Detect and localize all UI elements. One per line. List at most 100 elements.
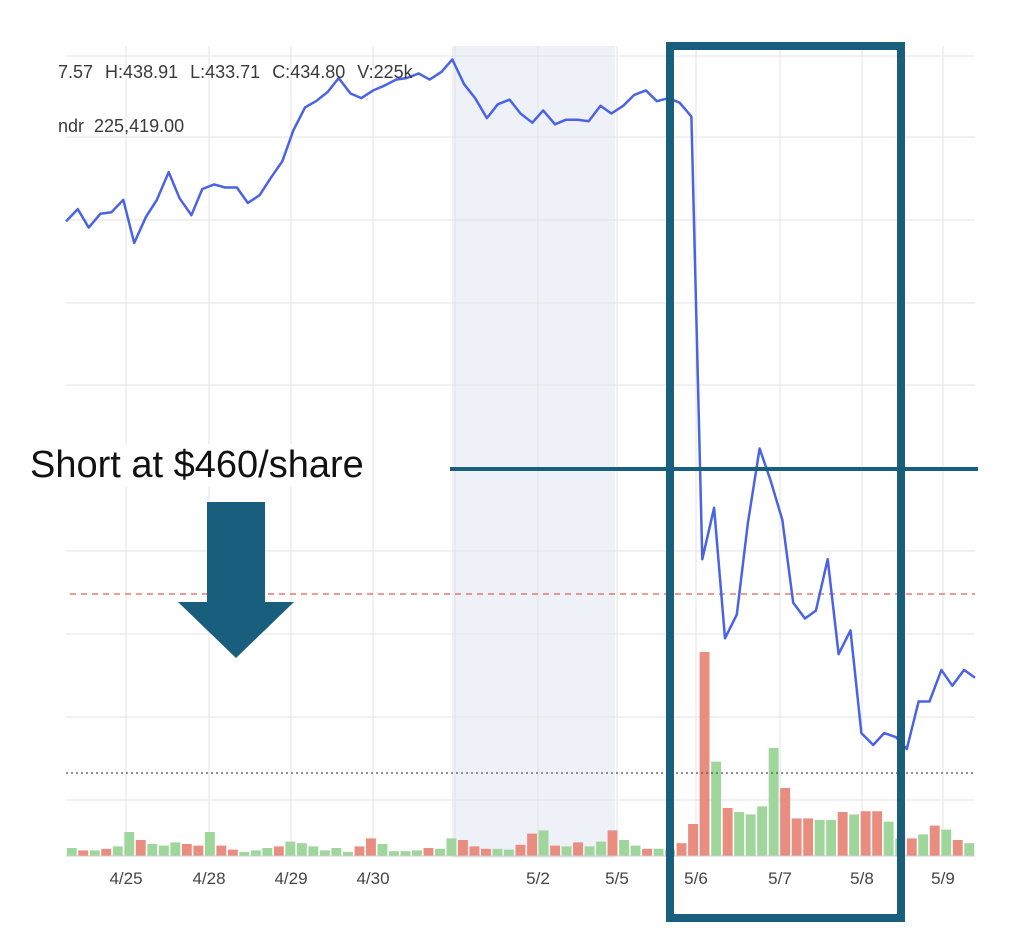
volume-bar	[630, 845, 641, 856]
volume-bar	[285, 841, 296, 856]
volume-bar	[699, 652, 710, 856]
volume-bar	[319, 850, 330, 856]
volume-bar	[941, 829, 952, 856]
volume-bar	[296, 843, 307, 856]
x-tick-label: 5/7	[768, 869, 792, 888]
x-tick-label: 5/9	[931, 869, 955, 888]
price-series-line	[65, 58, 976, 751]
volume-bar	[929, 825, 940, 856]
volume-bar	[124, 832, 135, 856]
volume-bar	[435, 848, 445, 856]
volume-bar	[216, 845, 227, 856]
x-tick-label: 5/2	[526, 869, 550, 888]
open-value: 7.57	[58, 62, 94, 82]
volume-bar	[734, 812, 745, 856]
volume-readout: ndr 225,419.00	[58, 116, 184, 137]
volume-bar	[561, 846, 572, 856]
x-tick-label: 4/25	[109, 869, 142, 888]
volume-bar	[860, 811, 871, 856]
volume-bar	[458, 840, 468, 856]
volume-bar	[204, 832, 215, 856]
down-arrow-icon	[178, 502, 294, 658]
volume-bar	[273, 846, 284, 856]
volume-bar	[584, 846, 595, 856]
volume-bar	[181, 844, 192, 856]
volume-bar	[722, 808, 733, 856]
volume-bar	[550, 845, 560, 856]
volume-bar	[688, 824, 698, 856]
x-tick-label: 4/30	[356, 869, 389, 888]
volume-bar	[239, 852, 250, 856]
volume-bar	[423, 848, 434, 856]
high-value: H:438.91	[105, 62, 179, 82]
volume-bar	[676, 843, 687, 856]
volume-bar	[446, 838, 457, 856]
volume-bar	[883, 821, 894, 856]
volume-bar	[135, 840, 146, 856]
volume-bar	[872, 811, 883, 856]
volume-total: 225,419.00	[94, 116, 185, 136]
low-value: L:433.71	[190, 62, 261, 82]
volume-bar	[780, 788, 791, 856]
x-tick-label: 5/8	[850, 869, 874, 888]
volume-bar	[538, 830, 549, 856]
volume-bar	[964, 843, 975, 856]
volume-bar	[66, 848, 77, 856]
volume-bar	[262, 848, 273, 856]
volume-bar	[596, 841, 606, 856]
x-tick-label: 4/29	[274, 869, 307, 888]
volume-bar	[791, 818, 802, 856]
volume-bar	[527, 833, 537, 856]
volume-bar	[193, 845, 204, 856]
volume-bar	[158, 845, 169, 856]
volume-label: ndr	[58, 116, 85, 136]
volume-bar	[147, 844, 158, 856]
volume-bar	[481, 848, 491, 856]
volume-bar	[469, 846, 480, 856]
volume-bar	[78, 850, 89, 856]
x-tick-label: 5/6	[684, 869, 708, 888]
short-annotation-label: Short at $460/share	[30, 444, 364, 487]
volume-bar	[918, 834, 929, 856]
volume-value: V:225k	[357, 62, 413, 82]
close-value: C:434.80	[272, 62, 346, 82]
shaded-session-region	[452, 46, 615, 858]
volume-bar	[343, 852, 353, 856]
volume-bar	[768, 748, 779, 856]
volume-bar	[308, 846, 319, 856]
ohlc-readout: 7.57 H:438.91 L:433.71 C:434.80 V:225k	[58, 62, 425, 83]
volume-bar	[515, 844, 526, 856]
volume-bar	[803, 818, 814, 856]
volume-bar	[389, 851, 399, 856]
volume-bar	[619, 840, 629, 856]
volume-bar	[952, 840, 963, 856]
volume-bar	[492, 848, 503, 856]
volume-bar	[642, 848, 652, 856]
volume-bar	[653, 848, 664, 856]
volume-bar	[366, 838, 376, 856]
volume-bar	[354, 846, 365, 856]
volume-bar	[101, 848, 112, 856]
volume-bar	[814, 820, 825, 856]
volume-bars	[66, 652, 975, 856]
volume-bar	[227, 849, 238, 856]
volume-bar	[906, 838, 917, 856]
volume-bar	[573, 842, 583, 856]
volume-bar	[170, 842, 181, 856]
volume-bar	[849, 814, 860, 856]
volume-bar	[377, 844, 388, 856]
volume-bar	[757, 806, 768, 856]
volume-bar	[89, 850, 100, 856]
volume-bar	[607, 830, 618, 856]
volume-bar	[412, 850, 422, 856]
volume-bar	[745, 814, 756, 856]
volume-bar	[400, 851, 411, 856]
volume-bar	[711, 761, 722, 856]
x-axis-ticks: 4/25 4/28 4/29 4/30 5/2 5/5 5/6 5/7 5/8 5/9	[109, 869, 954, 888]
x-tick-label: 4/28	[192, 869, 225, 888]
volume-bar	[250, 850, 261, 856]
horizontal-gridlines	[66, 55, 975, 801]
volume-bar	[826, 820, 837, 856]
volume-bar	[331, 848, 342, 856]
